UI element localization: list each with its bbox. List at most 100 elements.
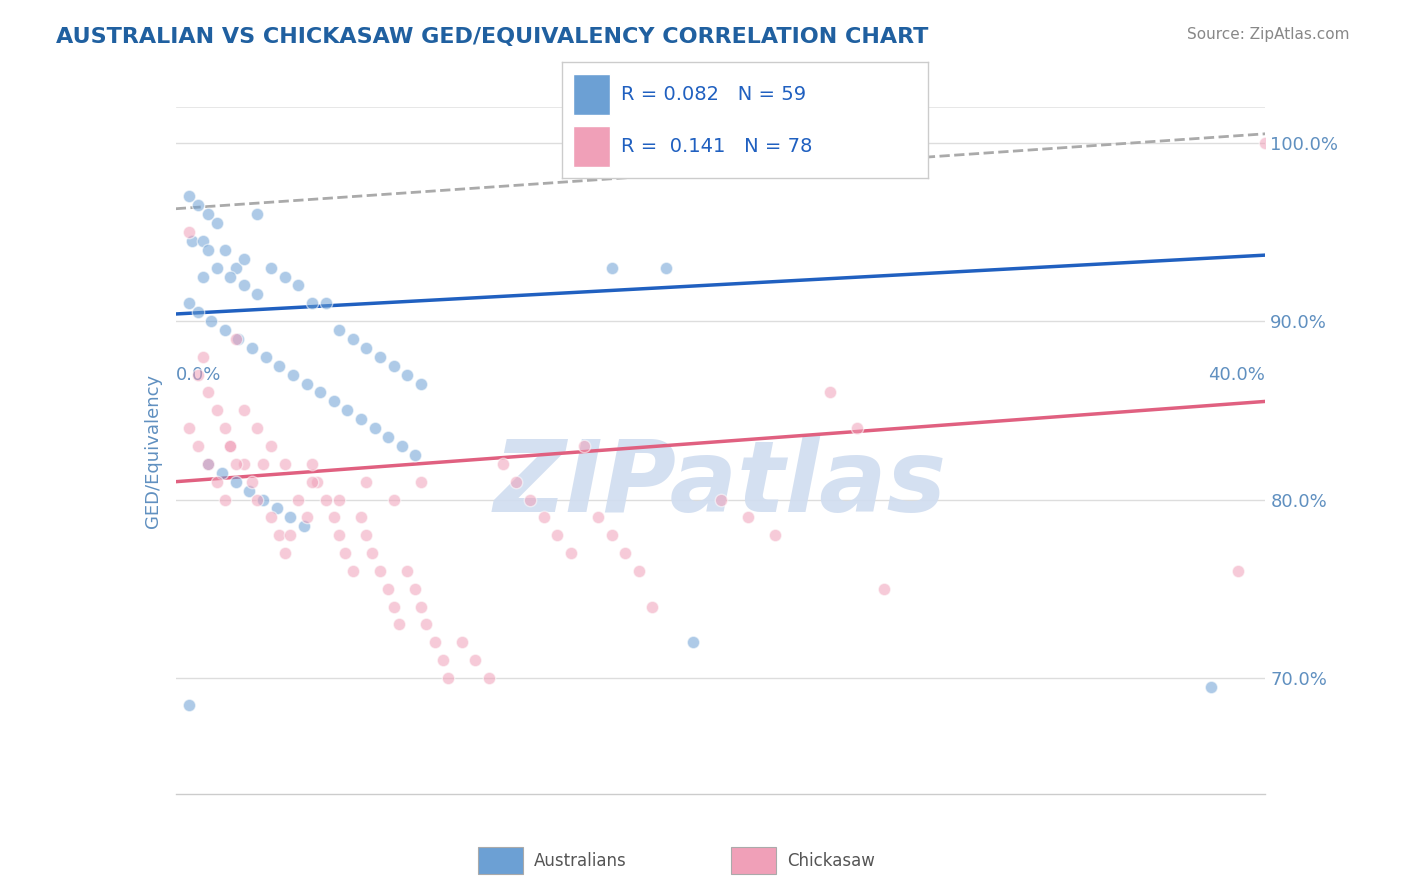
Point xyxy=(301,457,323,471)
Point xyxy=(191,350,214,364)
Text: R = 0.082   N = 59: R = 0.082 N = 59 xyxy=(621,85,806,103)
Point xyxy=(197,385,219,400)
Point xyxy=(627,564,650,578)
Point xyxy=(763,528,786,542)
Point xyxy=(191,269,214,284)
Text: Australians: Australians xyxy=(534,852,627,870)
Point xyxy=(377,582,399,596)
Point xyxy=(197,457,219,471)
Point xyxy=(464,653,486,667)
Point xyxy=(225,475,247,489)
Point xyxy=(179,698,201,712)
Point xyxy=(205,403,228,417)
Point xyxy=(1227,564,1250,578)
Bar xyxy=(478,847,523,874)
Point xyxy=(432,653,454,667)
Point xyxy=(382,599,405,614)
Point xyxy=(211,466,233,480)
Point xyxy=(179,296,201,310)
Point xyxy=(356,341,378,355)
Point xyxy=(186,198,209,212)
Point xyxy=(315,492,337,507)
Point xyxy=(214,421,236,435)
Point xyxy=(382,492,405,507)
Point xyxy=(350,510,373,524)
Point xyxy=(225,457,247,471)
Point xyxy=(301,296,323,310)
Point xyxy=(186,439,209,453)
Point xyxy=(322,510,344,524)
Point xyxy=(179,189,201,203)
Point xyxy=(214,323,236,337)
Point xyxy=(368,350,391,364)
Point xyxy=(710,492,733,507)
Point xyxy=(287,278,309,293)
Point xyxy=(391,439,413,453)
Point xyxy=(396,368,419,382)
Point xyxy=(197,243,219,257)
Point xyxy=(269,528,291,542)
Point xyxy=(368,564,391,578)
Point xyxy=(682,635,704,649)
Point xyxy=(1199,680,1222,694)
Bar xyxy=(731,847,776,874)
Point xyxy=(360,546,382,560)
Point xyxy=(232,278,254,293)
Bar xyxy=(574,74,610,114)
Point xyxy=(278,528,301,542)
Point xyxy=(269,359,291,373)
Point xyxy=(181,234,204,248)
Point xyxy=(818,385,841,400)
Point xyxy=(519,492,541,507)
Point xyxy=(342,564,364,578)
Point xyxy=(350,412,373,426)
Point xyxy=(328,492,350,507)
Point xyxy=(356,528,378,542)
Point xyxy=(225,260,247,275)
Point xyxy=(492,457,515,471)
Point xyxy=(228,332,250,346)
Point xyxy=(219,439,242,453)
Point xyxy=(254,350,277,364)
Point xyxy=(336,403,359,417)
Point xyxy=(301,475,323,489)
Point xyxy=(405,448,427,462)
Point xyxy=(197,207,219,221)
Y-axis label: GED/Equivalency: GED/Equivalency xyxy=(143,374,162,527)
Point xyxy=(600,260,623,275)
Text: 40.0%: 40.0% xyxy=(1209,366,1265,384)
Point xyxy=(191,234,214,248)
Point xyxy=(423,635,446,649)
Text: Source: ZipAtlas.com: Source: ZipAtlas.com xyxy=(1187,27,1350,42)
Point xyxy=(246,287,269,301)
Point xyxy=(287,492,309,507)
Point xyxy=(252,492,274,507)
Point xyxy=(546,528,568,542)
Text: AUSTRALIAN VS CHICKASAW GED/EQUIVALENCY CORRELATION CHART: AUSTRALIAN VS CHICKASAW GED/EQUIVALENCY … xyxy=(56,27,928,46)
Point xyxy=(274,457,297,471)
Point xyxy=(295,510,318,524)
Text: ZIPatlas: ZIPatlas xyxy=(494,436,948,533)
Point xyxy=(186,305,209,319)
Point xyxy=(281,368,304,382)
Point xyxy=(307,475,329,489)
Point xyxy=(415,617,437,632)
Point xyxy=(232,252,254,266)
Point xyxy=(219,269,242,284)
Point xyxy=(260,439,283,453)
Point xyxy=(845,421,868,435)
Point xyxy=(396,564,419,578)
Point xyxy=(655,260,678,275)
Point xyxy=(232,403,254,417)
Point xyxy=(309,385,332,400)
Point xyxy=(322,394,344,409)
Point xyxy=(260,510,283,524)
Point xyxy=(295,376,318,391)
Bar xyxy=(574,126,610,167)
Point xyxy=(1254,136,1277,150)
Point xyxy=(382,359,405,373)
Point xyxy=(450,635,472,649)
Point xyxy=(328,323,350,337)
Point xyxy=(405,582,427,596)
Point xyxy=(200,314,222,328)
